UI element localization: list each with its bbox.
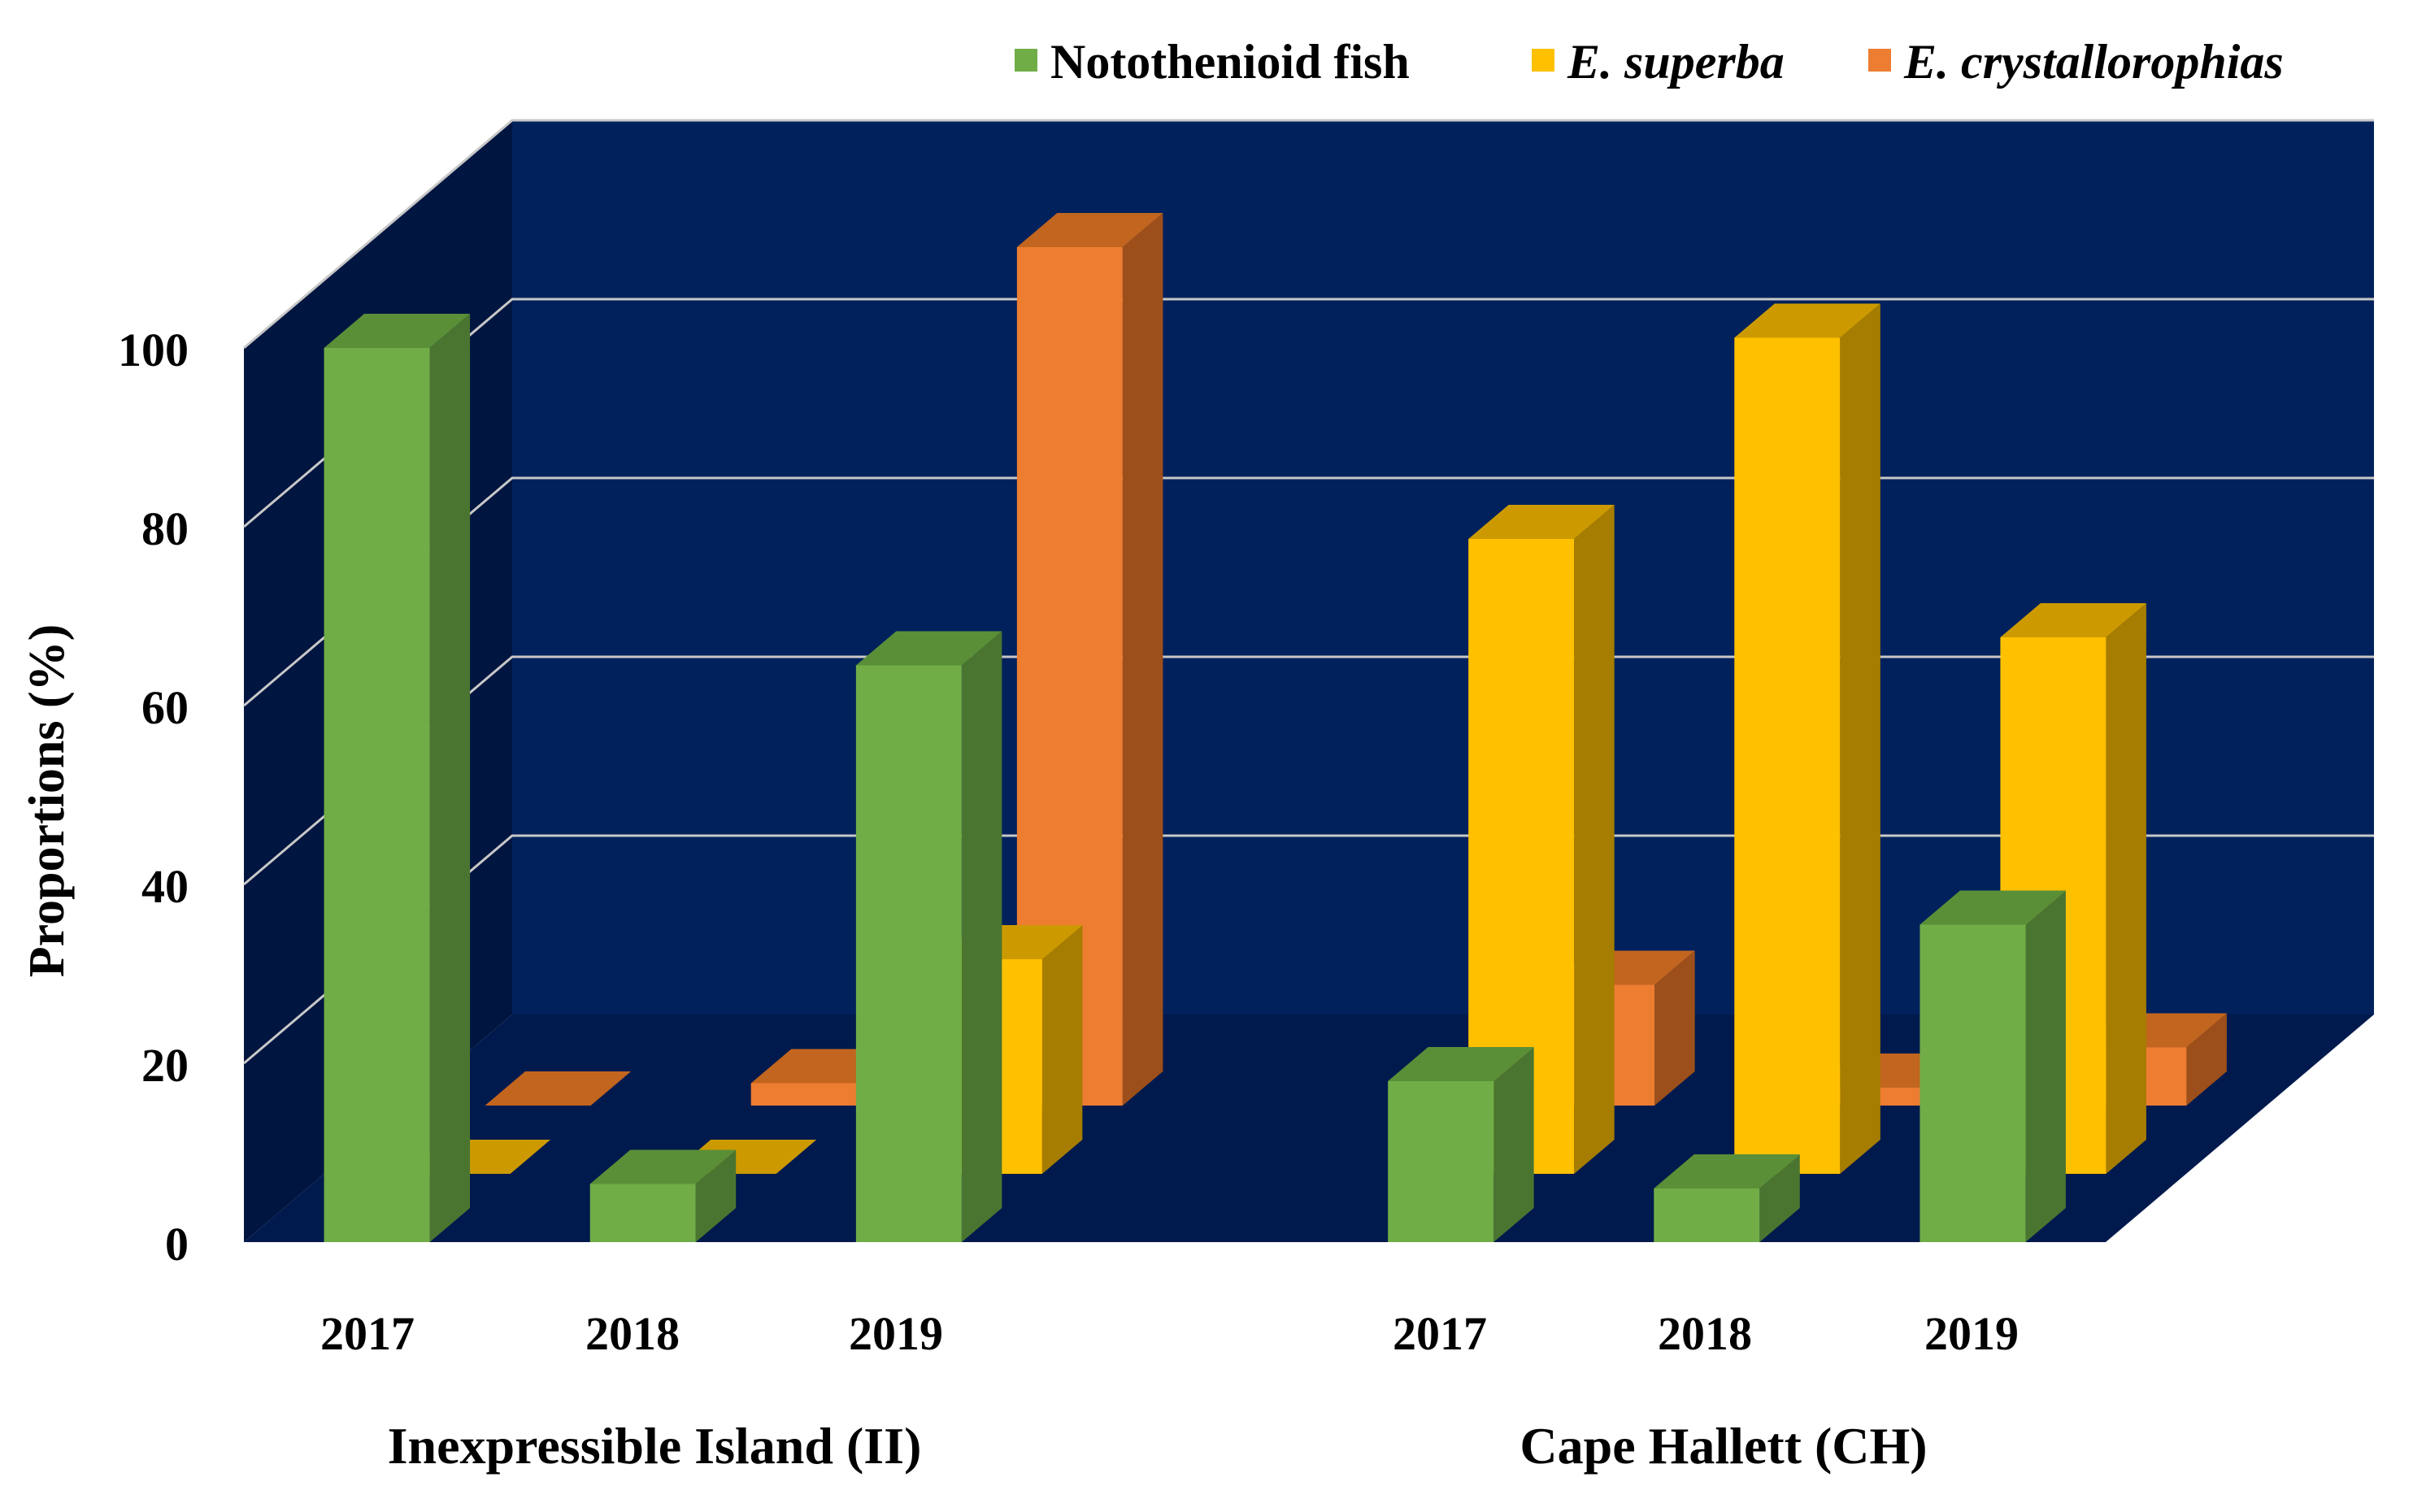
- bar-front: [1734, 337, 1841, 1174]
- legend-swatch-e-crystallorophias: [1868, 49, 1891, 72]
- bar-side: [961, 631, 1002, 1242]
- bar-top: [485, 1071, 632, 1106]
- legend-label-notothenioid: Notothenioid fish: [1050, 35, 1410, 89]
- bar-top: [1734, 303, 1880, 338]
- bar-notothenioid-4: [1654, 1154, 1800, 1242]
- bar-front: [1920, 924, 2026, 1242]
- legend-label-e-crystallorophias: E. crystallorophias: [1903, 35, 2284, 89]
- y-tick-label: 100: [118, 324, 189, 376]
- y-tick-label: 0: [165, 1218, 189, 1271]
- bar-top: [1654, 1154, 1800, 1188]
- x-tick-label: 2018: [585, 1307, 680, 1360]
- bar-side: [2106, 603, 2146, 1174]
- y-tick-label: 20: [141, 1039, 189, 1092]
- bar-top: [1388, 1047, 1534, 1081]
- bar-notothenioid-3: [1388, 1047, 1534, 1242]
- bar-notothenioid-0: [324, 314, 471, 1242]
- bar-side: [1654, 950, 1695, 1106]
- bars: [324, 213, 2227, 1242]
- bar-front: [750, 1083, 857, 1106]
- bar-side: [1493, 1047, 1534, 1242]
- x-tick-label: 2019: [1924, 1307, 2019, 1360]
- bar-notothenioid-2: [855, 631, 1002, 1242]
- y-tick-labels: 0 20 40 60 80 100: [118, 324, 189, 1271]
- group-label-ch: Cape Hallett (CH): [1520, 1417, 1927, 1475]
- y-axis: Proportions (%) 0 20 40 60 80 100: [20, 324, 189, 1271]
- bar-side: [429, 314, 471, 1242]
- legend-swatch-e-superba: [1532, 49, 1554, 72]
- bar-top: [1920, 890, 2066, 925]
- bar-e-crystallorophias-2: [1016, 213, 1163, 1106]
- group-label-ii: Inexpressible Island (II): [388, 1417, 922, 1475]
- y-tick-label: 80: [141, 502, 189, 555]
- bar-side: [2025, 890, 2066, 1242]
- bar-front: [324, 348, 430, 1242]
- x-tick-label: 2017: [1393, 1307, 1487, 1360]
- group-labels: Inexpressible Island (II) Cape Hallett (…: [388, 1417, 1928, 1475]
- y-tick-label: 60: [141, 681, 189, 734]
- bar-front: [855, 665, 962, 1242]
- y-tick-label: 40: [141, 860, 189, 913]
- bar-notothenioid-1: [589, 1149, 737, 1242]
- legend: Notothenioid fish E. superba E. crystall…: [1015, 35, 2284, 89]
- bar-top: [1468, 505, 1615, 539]
- bar-top: [2000, 603, 2146, 637]
- gridline: [243, 119, 2374, 350]
- bar-top: [589, 1149, 737, 1184]
- bar-side: [1574, 505, 1615, 1174]
- bar-notothenioid-5: [1920, 890, 2066, 1242]
- x-tick-labels: 2017 2018 2019 2017 2018 2019: [320, 1307, 2019, 1360]
- bar-side: [1840, 303, 1880, 1174]
- bar-e-superba-4: [1734, 303, 1880, 1174]
- x-tick-label: 2017: [320, 1307, 415, 1360]
- bar-front: [1388, 1081, 1494, 1242]
- bar-side: [2186, 1013, 2227, 1106]
- bar-side: [1041, 925, 1083, 1174]
- bar-e-crystallorophias-0: [485, 1071, 632, 1106]
- y-axis-label: Proportions (%): [20, 624, 75, 978]
- bar-front: [1654, 1188, 1760, 1242]
- bar-top: [1016, 213, 1163, 247]
- bar-front: [589, 1184, 696, 1242]
- bar-top: [324, 314, 471, 348]
- bar-side: [1759, 1154, 1800, 1242]
- bar-side: [695, 1149, 737, 1242]
- x-tick-label: 2019: [849, 1307, 943, 1360]
- bar-side: [1122, 213, 1163, 1106]
- x-tick-label: 2018: [1658, 1307, 1752, 1360]
- legend-label-e-superba: E. superba: [1567, 35, 1785, 89]
- bar-top: [855, 631, 1002, 666]
- legend-swatch-notothenioid: [1015, 49, 1037, 72]
